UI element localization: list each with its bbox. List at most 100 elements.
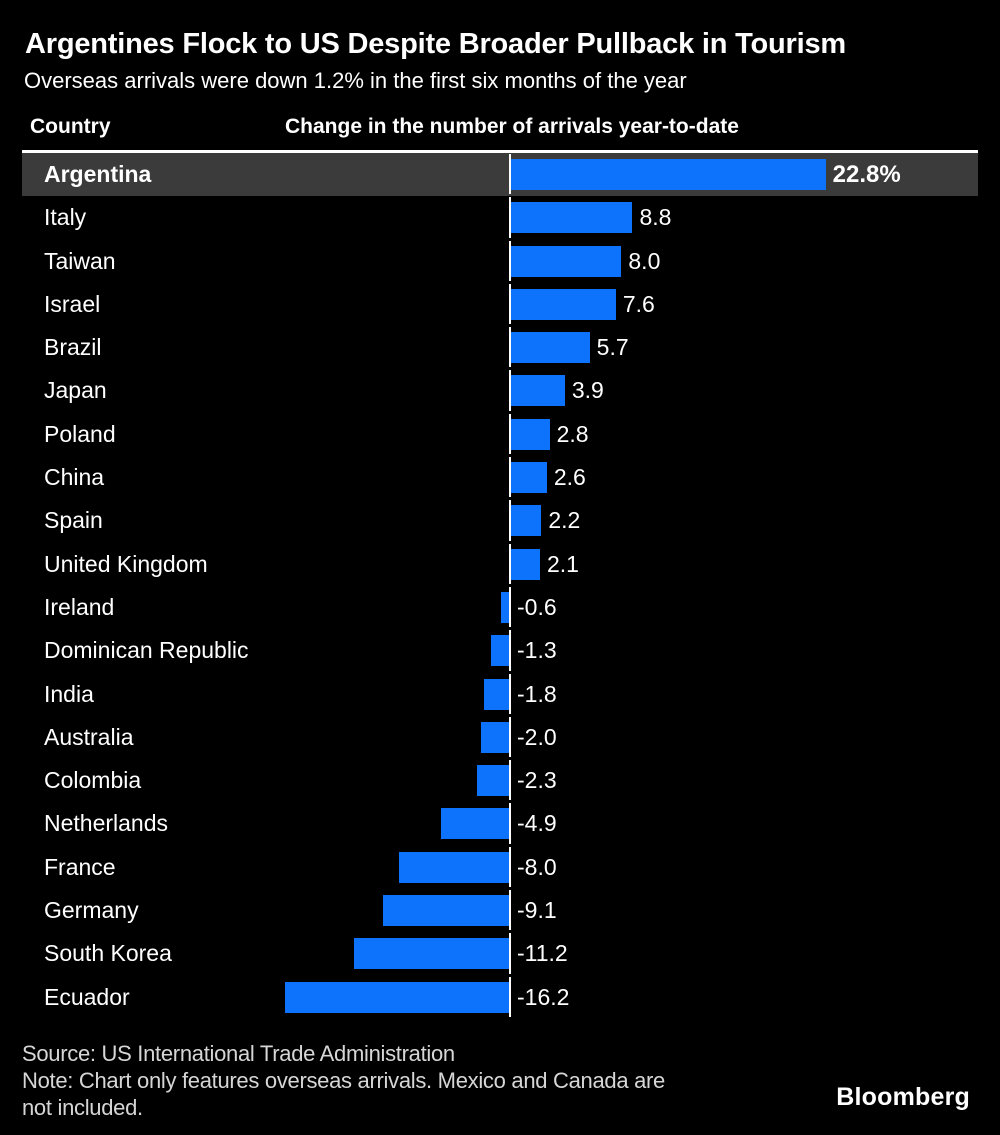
- value-bar: [511, 332, 590, 364]
- zero-baseline-tick: [509, 630, 511, 671]
- zero-baseline-tick: [509, 933, 511, 974]
- table-row: France -8.0: [22, 846, 978, 889]
- note-text-line-2: not included.: [22, 1095, 143, 1120]
- value-bar: [484, 678, 509, 710]
- zero-baseline-tick: [509, 370, 511, 411]
- value-bar: [500, 591, 509, 623]
- zero-baseline-tick: [509, 197, 511, 238]
- value-label: 2.2: [548, 507, 581, 534]
- chart-title: Argentines Flock to US Despite Broader P…: [25, 28, 846, 60]
- zero-baseline-tick: [509, 413, 511, 455]
- table-row: Spain 2.2: [22, 499, 978, 542]
- zero-baseline-tick: [509, 716, 511, 758]
- table-row: Australia -2.0: [22, 716, 978, 759]
- value-label: -2.0: [517, 723, 557, 750]
- table-row: Poland 2.8: [22, 413, 978, 456]
- value-bar: [511, 159, 826, 190]
- country-label: Israel: [44, 290, 101, 317]
- value-label: 8.0: [628, 247, 661, 274]
- value-label: 22.8%: [832, 161, 901, 188]
- column-header-country: Country: [30, 115, 111, 138]
- value-label: 5.7: [596, 334, 629, 361]
- table-row: China 2.6: [22, 456, 978, 499]
- country-label: Spain: [44, 507, 103, 534]
- country-label: Japan: [44, 377, 107, 404]
- source-text: Source: US International Trade Administr…: [22, 1041, 455, 1066]
- value-label: -8.0: [517, 853, 557, 880]
- value-label: -16.2: [517, 983, 570, 1010]
- value-label: 8.8: [639, 204, 672, 231]
- table-row: Colombia -2.3: [22, 759, 978, 802]
- bloomberg-logo: Bloomberg: [836, 1083, 970, 1111]
- zero-baseline-tick: [509, 976, 511, 1017]
- note-text-line-1: Note: Chart only features overseas arriv…: [22, 1068, 665, 1093]
- value-label: 3.9: [571, 377, 604, 404]
- country-label: United Kingdom: [44, 550, 208, 577]
- zero-baseline-tick: [509, 803, 511, 844]
- country-label: Taiwan: [44, 247, 116, 274]
- country-label: Australia: [44, 723, 134, 750]
- table-row: Israel 7.6: [22, 283, 978, 326]
- country-label: Italy: [44, 204, 87, 231]
- country-label: Brazil: [44, 334, 102, 361]
- value-bar: [511, 288, 616, 320]
- table-row: Brazil 5.7: [22, 326, 978, 369]
- country-label: Ecuador: [44, 983, 130, 1010]
- value-bar: [477, 765, 509, 797]
- value-bar: [354, 938, 509, 970]
- country-label: Netherlands: [44, 810, 169, 837]
- zero-baseline-tick: [509, 586, 511, 628]
- value-bar: [383, 895, 509, 927]
- table-row: Ireland -0.6: [22, 586, 978, 629]
- country-label: Germany: [44, 897, 139, 924]
- value-bar: [511, 202, 633, 234]
- zero-baseline-tick: [509, 543, 511, 584]
- value-label: -1.8: [517, 680, 557, 707]
- bar-chart-rows: Argentina 22.8% Italy 8.8 Taiwan 8.0 Israel 7.6…: [22, 153, 978, 1019]
- table-row: Germany -9.1: [22, 889, 978, 932]
- zero-baseline-tick: [509, 760, 511, 801]
- zero-baseline-tick: [509, 154, 511, 195]
- value-label: -2.3: [517, 767, 557, 794]
- value-bar: [511, 375, 565, 407]
- table-row: India -1.8: [22, 673, 978, 716]
- value-bar: [511, 505, 542, 537]
- zero-baseline-tick: [509, 457, 511, 498]
- country-label: Dominican Republic: [44, 637, 249, 664]
- value-label: -11.2: [517, 940, 568, 967]
- country-label: India: [44, 680, 94, 707]
- value-bar: [511, 245, 622, 277]
- value-bar: [511, 418, 550, 450]
- country-label: France: [44, 853, 116, 880]
- zero-baseline-tick: [509, 327, 511, 368]
- value-label: -4.9: [517, 810, 557, 837]
- table-row: Argentina 22.8%: [22, 153, 978, 197]
- value-label: 2.8: [556, 420, 589, 447]
- table-row: Taiwan 8.0: [22, 240, 978, 283]
- header-separator-line: [22, 150, 978, 153]
- value-label: 7.6: [622, 290, 655, 317]
- value-label: -1.3: [517, 637, 557, 664]
- value-label: 2.1: [546, 550, 579, 577]
- footer: Source: US International Trade Administr…: [22, 1040, 665, 1121]
- table-row: Netherlands -4.9: [22, 802, 978, 845]
- country-label: Colombia: [44, 767, 142, 794]
- zero-baseline-tick: [509, 846, 511, 888]
- chart-subtitle: Overseas arrivals were down 1.2% in the …: [24, 68, 687, 93]
- value-bar: [481, 721, 509, 753]
- column-header-change: Change in the number of arrivals year-to…: [285, 115, 739, 138]
- value-bar: [398, 851, 509, 883]
- value-bar: [511, 548, 540, 580]
- table-row: Dominican Republic -1.3: [22, 629, 978, 672]
- value-bar: [441, 808, 509, 840]
- country-label: Argentina: [44, 161, 152, 187]
- table-row: Japan 3.9: [22, 369, 978, 412]
- zero-baseline-tick: [509, 283, 511, 325]
- country-label: Poland: [44, 420, 116, 447]
- value-label: -9.1: [517, 897, 557, 924]
- country-label: South Korea: [44, 940, 172, 967]
- table-row: United Kingdom 2.1: [22, 543, 978, 586]
- zero-baseline-tick: [509, 240, 511, 281]
- table-row: Italy 8.8: [22, 196, 978, 239]
- zero-baseline-tick: [509, 673, 511, 714]
